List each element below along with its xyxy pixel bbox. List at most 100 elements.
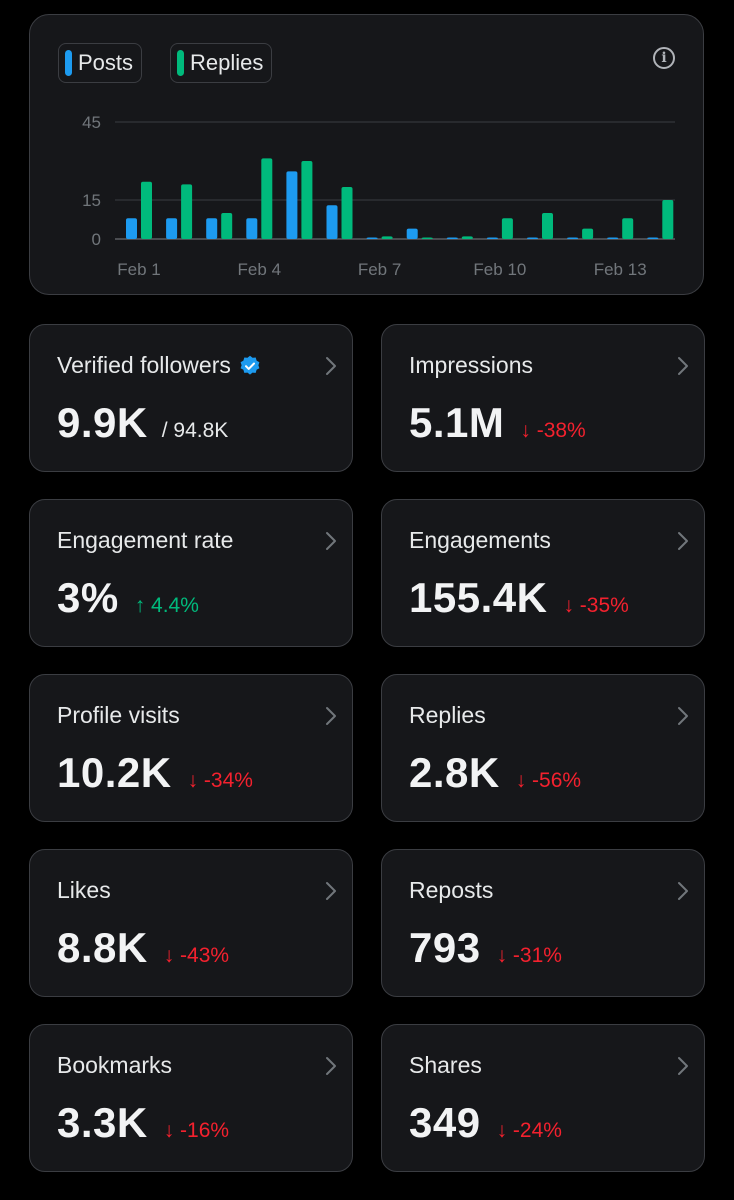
bar-posts-feb-14[interactable] <box>647 237 659 240</box>
stat-value-row: 3% ↑ 4.4% <box>57 574 199 622</box>
stat-value-row: 349 ↓ -24% <box>409 1099 562 1147</box>
stat-card-shares[interactable]: Shares 349 ↓ -24% <box>381 1024 705 1172</box>
stat-title: Likes <box>57 877 111 904</box>
bar-posts-feb-9[interactable] <box>446 237 458 240</box>
stat-value-row: 10.2K ↓ -34% <box>57 749 253 797</box>
stat-card-reposts[interactable]: Reposts 793 ↓ -31% <box>381 849 705 997</box>
stat-value: 5.1M <box>409 399 505 446</box>
chevron-right-icon <box>326 707 336 725</box>
bar-replies-feb-6[interactable] <box>341 187 353 239</box>
stat-card-likes[interactable]: Likes 8.8K ↓ -43% <box>29 849 353 997</box>
stat-value: 8.8K <box>57 924 148 971</box>
stat-value: 155.4K <box>409 574 548 621</box>
stat-title: Engagements <box>409 527 551 554</box>
stat-card-verified-followers[interactable]: Verified followers 9.9K / 94.8K <box>29 324 353 472</box>
y-tick-label: 45 <box>82 113 101 132</box>
chevron-right-icon <box>326 882 336 900</box>
stat-card-bookmarks[interactable]: Bookmarks 3.3K ↓ -16% <box>29 1024 353 1172</box>
stat-card-engagements[interactable]: Engagements 155.4K ↓ -35% <box>381 499 705 647</box>
stat-value: 9.9K <box>57 399 148 446</box>
stat-value-row: 3.3K ↓ -16% <box>57 1099 229 1147</box>
stat-delta: ↓ -24% <box>496 1119 562 1142</box>
bar-replies-feb-11[interactable] <box>542 213 553 239</box>
stat-card-profile-visits[interactable]: Profile visits 10.2K ↓ -34% <box>29 674 353 822</box>
bar-replies-feb-13[interactable] <box>622 218 634 239</box>
x-tick-label: Feb 1 <box>117 260 160 279</box>
legend-toggle-posts[interactable]: Posts <box>58 43 143 83</box>
stat-title-label: Profile visits <box>57 702 180 728</box>
bar-replies-feb-1[interactable] <box>141 181 152 239</box>
verified-badge-icon <box>240 355 260 375</box>
chevron-right-icon <box>678 532 688 550</box>
stat-total: / 94.8K <box>161 419 229 442</box>
chevron-right-icon <box>678 707 688 725</box>
bar-posts-feb-5[interactable] <box>286 171 298 239</box>
bar-posts-feb-3[interactable] <box>206 218 218 239</box>
bar-posts-feb-4[interactable] <box>246 218 258 239</box>
stat-title-label: Replies <box>409 702 486 728</box>
stat-value-row: 155.4K ↓ -35% <box>409 574 629 622</box>
posts-replies-chart-card: Posts Replies i 0 15 45 Feb 1 Feb 4 Feb 7 Feb … <box>29 14 704 295</box>
chevron-right-icon <box>678 882 688 900</box>
posts-swatch <box>65 50 72 76</box>
stat-title-label: Impressions <box>409 352 533 378</box>
bar-posts-feb-12[interactable] <box>567 237 579 240</box>
bar-replies-feb-9[interactable] <box>461 236 473 239</box>
bar-posts-feb-6[interactable] <box>326 205 338 239</box>
chevron-right-icon <box>678 357 688 375</box>
stat-title-label: Likes <box>57 877 111 903</box>
stat-delta: ↓ -16% <box>163 1119 230 1142</box>
x-tick-label: Feb 13 <box>594 260 647 279</box>
stat-delta: ↑ 4.4% <box>134 594 199 617</box>
bar-replies-feb-5[interactable] <box>301 161 313 239</box>
x-tick-label: Feb 7 <box>358 260 401 279</box>
stat-card-engagement-rate[interactable]: Engagement rate 3% ↑ 4.4% <box>29 499 353 647</box>
stat-delta: ↓ -43% <box>163 944 230 967</box>
stat-card-replies[interactable]: Replies 2.8K ↓ -56% <box>381 674 705 822</box>
stat-value: 10.2K <box>57 749 172 796</box>
stat-delta: ↓ -31% <box>496 944 562 967</box>
bar-replies-feb-14[interactable] <box>662 200 674 239</box>
stat-value: 2.8K <box>409 749 500 796</box>
bar-posts-feb-10[interactable] <box>486 237 498 240</box>
bar-replies-feb-3[interactable] <box>221 213 233 239</box>
bar-posts-feb-2[interactable] <box>166 218 178 239</box>
stat-title-label: Engagements <box>409 527 551 553</box>
replies-swatch <box>177 50 185 76</box>
info-circle-icon[interactable]: i <box>653 47 675 69</box>
stat-value: 793 <box>409 924 481 971</box>
chevron-right-icon <box>326 532 336 550</box>
stat-title: Reposts <box>409 877 493 904</box>
stat-title-label: Reposts <box>409 877 494 903</box>
bar-replies-feb-8[interactable] <box>421 237 433 240</box>
bar-replies-feb-12[interactable] <box>582 228 594 239</box>
stat-value-row: 5.1M ↓ -38% <box>409 399 586 447</box>
x-tick-label: Feb 4 <box>238 260 281 279</box>
bar-posts-feb-11[interactable] <box>527 237 538 240</box>
bar-replies-feb-4[interactable] <box>261 158 273 239</box>
bar-posts-feb-1[interactable] <box>126 218 137 239</box>
stat-value-row: 793 ↓ -31% <box>409 924 562 972</box>
stat-delta: ↓ -34% <box>187 769 253 792</box>
bar-posts-feb-8[interactable] <box>406 228 418 239</box>
stat-title: Shares <box>409 1052 482 1079</box>
legend-posts-label: Posts <box>78 50 134 75</box>
chevron-right-icon <box>678 1057 688 1075</box>
stat-value-row: 8.8K ↓ -43% <box>57 924 229 972</box>
bar-posts-feb-7[interactable] <box>366 237 378 240</box>
bar-posts-feb-13[interactable] <box>607 237 619 240</box>
legend-toggle-replies[interactable]: Replies <box>170 43 273 83</box>
y-tick-label: 15 <box>82 191 101 210</box>
x-tick-label: Feb 10 <box>473 260 526 279</box>
stat-title: Replies <box>409 702 486 729</box>
stat-title-label: Verified followers <box>57 352 231 378</box>
stat-value: 3% <box>57 574 119 621</box>
stat-card-impressions[interactable]: Impressions 5.1M ↓ -38% <box>381 324 705 472</box>
stat-title-label: Engagement rate <box>57 527 234 553</box>
stat-title: Engagement rate <box>57 527 233 554</box>
bar-replies-feb-7[interactable] <box>381 236 393 239</box>
stat-value: 349 <box>409 1099 481 1146</box>
bar-replies-feb-2[interactable] <box>181 184 193 239</box>
stat-title-label: Bookmarks <box>57 1052 173 1078</box>
bar-replies-feb-10[interactable] <box>501 218 513 239</box>
